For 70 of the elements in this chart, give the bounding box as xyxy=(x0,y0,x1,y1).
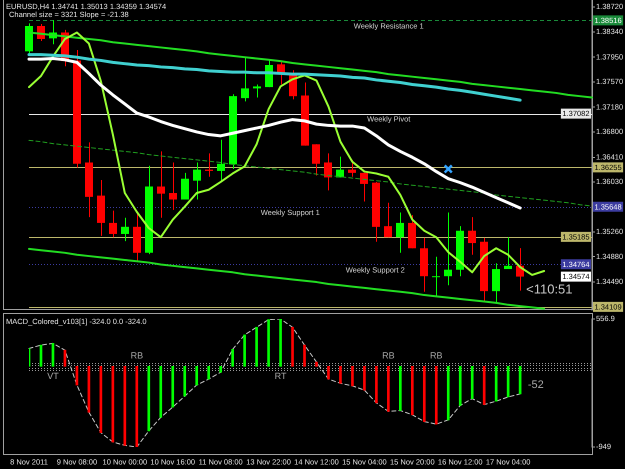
bar xyxy=(375,366,378,404)
bar xyxy=(458,366,462,406)
candlestick xyxy=(109,210,117,238)
candlestick xyxy=(396,212,404,254)
bar xyxy=(219,366,222,373)
annotation: RB xyxy=(130,350,144,361)
candlestick xyxy=(121,217,129,242)
candlestick xyxy=(253,84,261,98)
candlestick xyxy=(348,159,356,178)
candlestick xyxy=(492,262,500,303)
annotation: RT xyxy=(274,370,287,381)
candlestick xyxy=(157,150,165,218)
annotation: -52 xyxy=(528,379,544,392)
bar xyxy=(387,366,390,412)
bar xyxy=(135,366,138,447)
bar xyxy=(255,326,258,367)
candlestick xyxy=(360,172,368,202)
bar xyxy=(207,366,210,380)
bar xyxy=(231,349,234,367)
bar xyxy=(183,366,186,396)
bar xyxy=(327,366,330,380)
candlestick xyxy=(444,212,452,286)
bar xyxy=(470,366,474,399)
bar xyxy=(52,343,54,367)
annotation: RB xyxy=(430,350,443,361)
bar xyxy=(291,326,294,367)
candlestick xyxy=(169,162,177,210)
bar xyxy=(40,344,42,367)
candlestick xyxy=(181,172,189,200)
bar xyxy=(76,366,78,386)
candlestick xyxy=(504,236,512,270)
bar xyxy=(171,366,174,408)
bar xyxy=(339,366,342,384)
bar xyxy=(100,366,102,433)
bar xyxy=(64,350,66,367)
bar xyxy=(351,366,354,386)
candlestick xyxy=(468,216,476,256)
bar xyxy=(88,366,90,413)
candlestick xyxy=(193,162,201,200)
bar xyxy=(124,366,126,446)
annotation: RB xyxy=(382,350,395,361)
bar xyxy=(147,366,150,432)
bar xyxy=(482,366,486,405)
bar xyxy=(303,344,306,367)
bar xyxy=(506,366,510,398)
bar xyxy=(446,366,450,420)
bar xyxy=(315,362,318,367)
candlestick xyxy=(217,139,225,182)
candlestick xyxy=(384,202,392,238)
bar xyxy=(363,366,366,390)
candlestick xyxy=(205,152,213,178)
bar xyxy=(195,366,198,386)
bar xyxy=(243,334,246,367)
bar xyxy=(399,366,402,411)
bar xyxy=(422,366,426,422)
bar xyxy=(279,319,282,367)
bar xyxy=(159,366,162,418)
bar xyxy=(434,366,438,424)
candlestick xyxy=(432,256,440,297)
candlestick xyxy=(312,144,320,176)
candlestick xyxy=(336,156,344,178)
bar xyxy=(410,366,414,416)
bar xyxy=(494,366,498,402)
candlestick xyxy=(324,152,332,191)
annotation: VT xyxy=(47,370,60,381)
bar xyxy=(112,366,114,442)
annotation: <110:51 xyxy=(526,281,573,296)
bar xyxy=(518,366,522,394)
bar xyxy=(267,319,270,367)
candlestick xyxy=(241,56,249,102)
